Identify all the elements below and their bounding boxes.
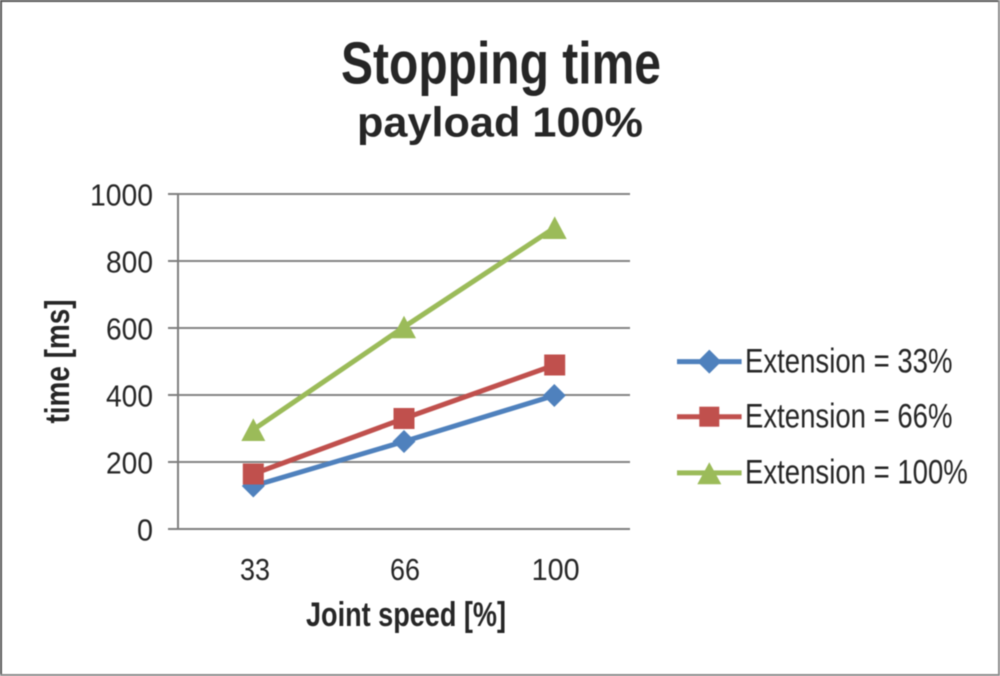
svg-text:800: 800 [106, 245, 153, 280]
svg-text:time [ms]: time [ms] [39, 300, 77, 424]
svg-text:400: 400 [106, 379, 153, 414]
svg-text:payload 100%: payload 100% [357, 99, 643, 146]
svg-text:0: 0 [137, 513, 153, 548]
svg-text:Extension = 100%: Extension = 100% [745, 454, 968, 492]
svg-text:Joint speed [%]: Joint speed [%] [306, 596, 506, 634]
svg-text:Stopping time: Stopping time [341, 31, 661, 97]
svg-text:66: 66 [390, 552, 420, 587]
svg-text:33: 33 [240, 552, 270, 587]
svg-text:100: 100 [532, 552, 580, 587]
svg-text:200: 200 [106, 446, 153, 481]
svg-text:Extension = 33%: Extension = 33% [745, 343, 953, 381]
svg-text:Extension = 66%: Extension = 66% [745, 398, 953, 436]
svg-text:1000: 1000 [90, 178, 153, 213]
svg-text:600: 600 [106, 312, 153, 347]
